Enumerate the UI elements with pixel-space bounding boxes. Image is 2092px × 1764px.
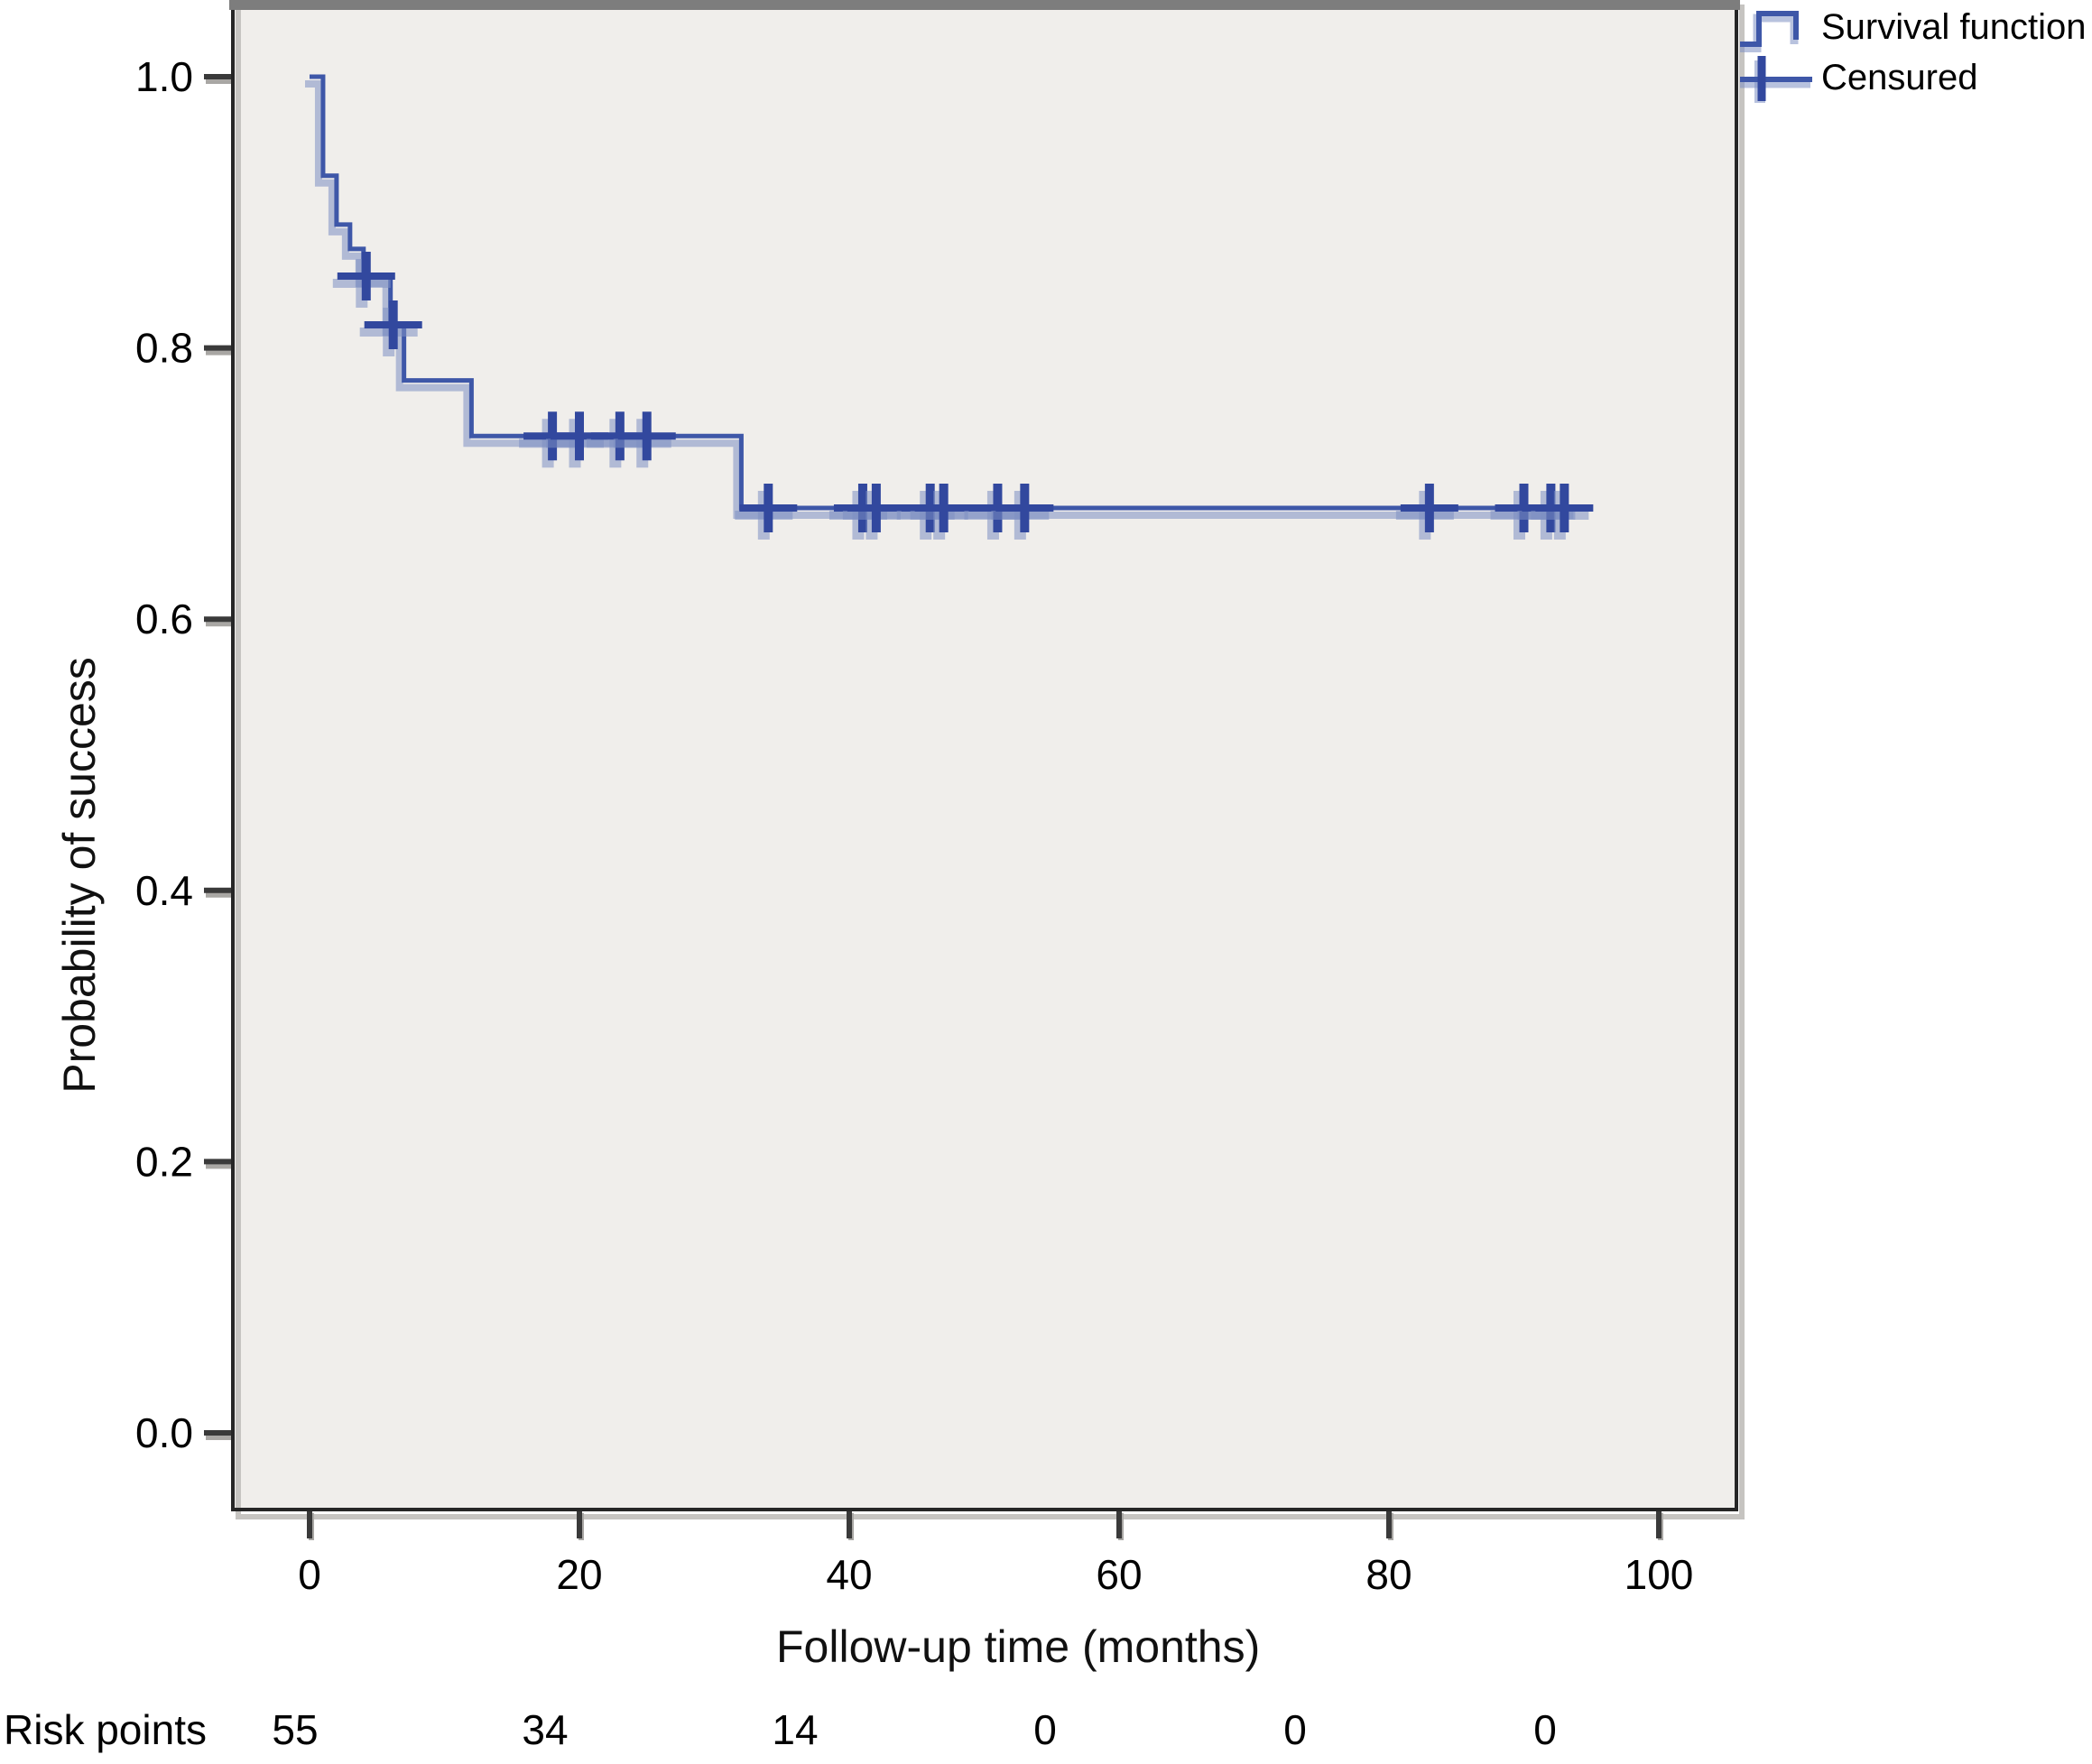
- legend-survival-label: Survival function: [1821, 6, 2087, 47]
- legend: Survival function Censured: [1740, 2, 2090, 103]
- y-tick-label: 0.4: [135, 867, 193, 914]
- legend-item-censored: Censured: [1740, 52, 2090, 103]
- x-tick-label: 60: [1096, 1551, 1142, 1598]
- legend-censored-label: Censured: [1821, 57, 1978, 97]
- x-axis-title: Follow-up time (months): [776, 1621, 1261, 1672]
- plot-area: [233, 0, 1736, 1510]
- legend-item-survival: Survival function: [1740, 2, 2090, 52]
- x-tick-label: 40: [826, 1551, 872, 1598]
- censor-plus-icon: [1740, 56, 1812, 103]
- risk-value: 0: [1533, 1706, 1557, 1753]
- risk-value: 0: [1033, 1706, 1057, 1753]
- risk-table-label: Risk points: [4, 1706, 207, 1753]
- plot-frame-top: [229, 0, 1740, 10]
- x-tick-label: 80: [1365, 1551, 1412, 1598]
- y-tick-label: 0.8: [135, 325, 193, 372]
- x-tick-label: 0: [298, 1551, 321, 1598]
- x-tick-label: 20: [556, 1551, 602, 1598]
- y-axis-title: Probability of success: [54, 657, 105, 1094]
- risk-value: 34: [522, 1706, 569, 1753]
- risk-value: 14: [772, 1706, 819, 1753]
- step-line-icon: [1740, 11, 1799, 52]
- y-tick-label: 0.6: [135, 596, 193, 642]
- risk-value: 0: [1283, 1706, 1307, 1753]
- x-tick-label: 100: [1625, 1551, 1694, 1598]
- risk-table: Risk points 55 34 14 0 0 0: [0, 1700, 2092, 1754]
- y-tick-label: 0.2: [135, 1138, 193, 1185]
- y-tick-label: 1.0: [135, 53, 193, 100]
- risk-value: 55: [272, 1706, 319, 1753]
- y-tick-label: 0.0: [135, 1409, 193, 1456]
